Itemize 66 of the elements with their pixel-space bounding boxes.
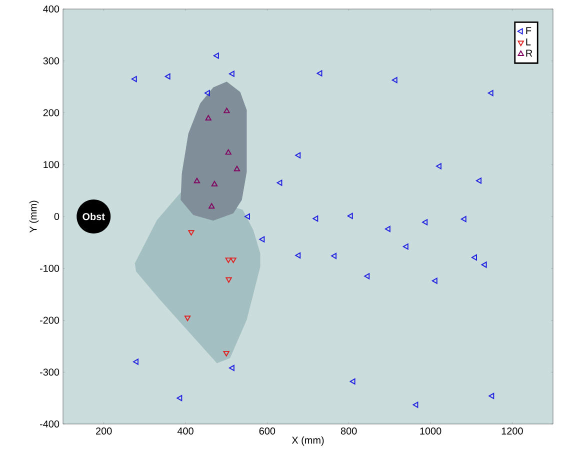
- y-axis-title: Y (mm): [29, 200, 39, 233]
- y-tick-label: 400: [43, 5, 60, 13]
- y-tick-label: 100: [44, 161, 60, 168]
- point: [402, 244, 408, 250]
- x-tick-label: 400: [177, 428, 194, 435]
- point: [276, 180, 282, 186]
- legend-label: F: [526, 27, 532, 34]
- point: [347, 212, 353, 220]
- x-tick-label: 1200: [502, 428, 523, 435]
- point: [234, 166, 240, 172]
- point: [228, 364, 234, 372]
- point: [208, 203, 215, 209]
- point: [224, 108, 230, 114]
- annotation: Obst: [82, 212, 105, 220]
- point: [476, 178, 482, 184]
- point: [316, 70, 322, 76]
- point: [133, 358, 138, 365]
- point: [184, 316, 191, 322]
- point: [213, 52, 219, 59]
- y-tick-label: 200: [43, 109, 60, 116]
- point: [205, 114, 212, 120]
- point: [488, 90, 494, 96]
- point: [259, 236, 265, 242]
- point: [176, 394, 182, 402]
- point: [472, 254, 478, 261]
- point: [384, 226, 390, 232]
- point: [392, 76, 398, 84]
- point: [244, 213, 250, 220]
- x-tick-label: 1000: [420, 428, 442, 435]
- point: [312, 215, 318, 222]
- point: [226, 277, 232, 283]
- point: [204, 90, 210, 96]
- legend-label: L: [526, 38, 531, 46]
- point: [481, 262, 487, 268]
- y-tick-label: -400: [40, 420, 60, 428]
- point: [422, 219, 428, 226]
- point: [460, 216, 466, 222]
- point: [223, 350, 230, 356]
- point: [230, 258, 236, 264]
- point: [350, 378, 356, 385]
- legend-label: R: [526, 50, 532, 57]
- point: [295, 252, 301, 258]
- y-tick-label: -100: [40, 264, 60, 272]
- point: [331, 252, 337, 260]
- x-tick-label: 600: [259, 428, 276, 435]
- point: [488, 392, 494, 400]
- point: [164, 73, 170, 80]
- point: [211, 180, 218, 186]
- point: [364, 273, 370, 280]
- point: [188, 230, 194, 236]
- point: [412, 402, 418, 408]
- point: [225, 258, 232, 264]
- point: [194, 178, 200, 184]
- point: [295, 152, 301, 158]
- point: [225, 149, 232, 155]
- x-axis-title: X (mm): [292, 436, 324, 446]
- point: [432, 278, 438, 284]
- point: [436, 163, 442, 170]
- y-tick-label: 0: [54, 212, 60, 220]
- y-tick-label: 300: [43, 57, 60, 64]
- y-tick-label: -300: [40, 368, 60, 376]
- point: [131, 76, 137, 82]
- x-tick-label: 800: [340, 428, 357, 435]
- point: [228, 70, 234, 77]
- y-tick-label: -200: [40, 316, 60, 324]
- x-tick-label: 200: [96, 428, 112, 435]
